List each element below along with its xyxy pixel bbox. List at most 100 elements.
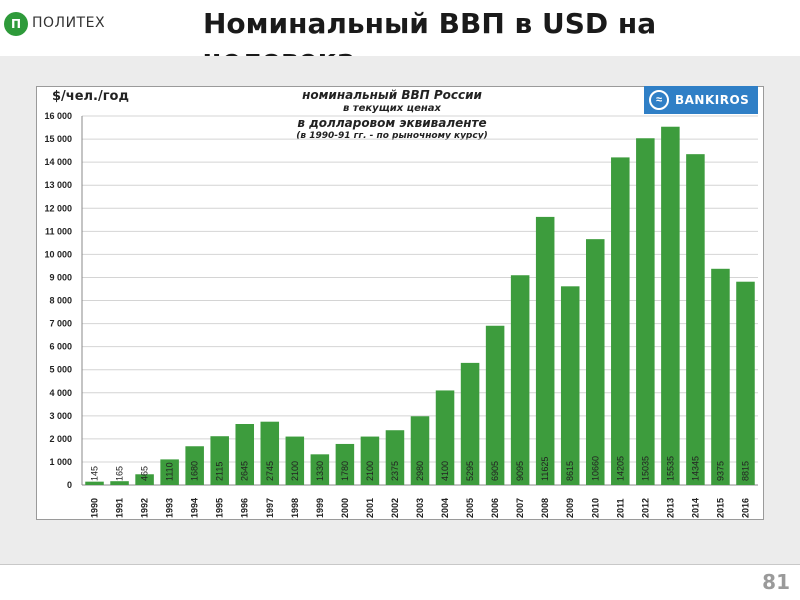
bar-value-label: 1330	[315, 461, 325, 481]
bar-value-label: 2980	[415, 461, 425, 481]
x-tick-label: 1997	[265, 498, 275, 518]
bar-value-label: 10660	[590, 456, 600, 481]
bar-value-label: 11625	[540, 457, 550, 481]
x-tick-label: 2000	[340, 498, 350, 518]
x-tick-label: 2010	[590, 498, 600, 518]
y-tick-label: 14 000	[44, 157, 72, 167]
footer-divider	[0, 564, 800, 565]
bar-2013	[661, 126, 680, 485]
wave-logo-icon: ≈	[649, 90, 669, 110]
bar-2004	[435, 390, 455, 485]
bar-2014	[686, 154, 705, 485]
y-tick-label: 7 000	[49, 319, 72, 329]
y-tick-label: 9 000	[49, 272, 72, 282]
y-tick-label: 12 000	[44, 203, 72, 213]
bar-2008	[535, 216, 555, 485]
x-tick-label: 1999	[315, 498, 325, 518]
bar-value-label: 15535	[665, 456, 675, 481]
bar-2016	[736, 281, 755, 485]
x-tick-label: 1994	[190, 498, 200, 518]
x-tick-label: 1998	[290, 498, 300, 518]
chart-title-line-3: в долларовом эквиваленте	[297, 115, 487, 130]
chart-title-line-2: в текущих ценах	[343, 103, 441, 114]
y-tick-label: 3 000	[49, 411, 72, 421]
bar-value-label: 14205	[615, 456, 625, 481]
bar-value-label: 5295	[465, 461, 475, 481]
bar-1991	[110, 481, 129, 485]
x-tick-label: 2006	[490, 498, 500, 518]
x-tick-label: 2008	[540, 498, 550, 518]
x-tick-label: 2013	[665, 498, 675, 518]
y-tick-label: 0	[67, 480, 72, 490]
bar-value-label: 1780	[340, 461, 350, 481]
bar-2011	[611, 157, 630, 485]
x-tick-label: 2002	[390, 498, 400, 518]
bar-value-label: 1680	[190, 461, 200, 481]
chart-title-line-4: (в 1990-91 гг. - по рыночному курсу)	[296, 130, 488, 141]
bar-2002	[385, 430, 405, 485]
chart-title-line-1: номинальный ВВП России	[302, 88, 482, 102]
bar-1994	[185, 446, 204, 485]
bar-2012	[636, 138, 655, 485]
bar-1998	[285, 436, 305, 485]
bar-value-label: 2100	[365, 461, 375, 481]
bar-value-label: 465	[140, 466, 150, 481]
y-tick-label: 8 000	[49, 296, 72, 306]
x-tick-label: 2007	[515, 498, 525, 518]
x-tick-label: 1992	[140, 498, 150, 518]
bar-value-label: 14345	[690, 456, 700, 481]
bar-1999	[310, 454, 330, 485]
bar-value-label: 6905	[490, 461, 500, 481]
y-tick-label: 1 000	[49, 457, 72, 467]
bar-value-label: 2745	[265, 461, 275, 481]
x-tick-label: 2004	[440, 498, 450, 518]
y-tick-label: 4 000	[49, 388, 72, 398]
x-tick-label: 2016	[740, 498, 750, 518]
bar-2000	[335, 443, 355, 485]
x-tick-label: 2014	[690, 498, 700, 518]
bar-2001	[360, 436, 380, 485]
bar-value-label: 2100	[290, 461, 300, 481]
bar-2005	[460, 362, 480, 485]
y-tick-label: 10 000	[44, 249, 72, 259]
y-tick-label: 13 000	[44, 180, 72, 190]
bar-value-label: 8815	[740, 461, 750, 481]
x-tick-label: 2015	[715, 498, 725, 518]
bar-1993	[160, 459, 179, 485]
bar-value-label: 165	[115, 466, 125, 481]
y-tick-label: 5 000	[49, 365, 72, 375]
page-number: 81	[762, 570, 790, 594]
bar-2009	[560, 286, 580, 485]
bar-1990	[85, 481, 104, 485]
bar-1997	[260, 421, 280, 485]
bar-value-label: 2375	[390, 461, 400, 481]
bar-1996	[235, 423, 255, 485]
x-tick-label: 2003	[415, 498, 425, 518]
y-tick-label: 16 000	[44, 111, 72, 121]
bar-value-label: 9095	[515, 461, 525, 481]
y-tick-label: 11 000	[45, 226, 72, 236]
x-tick-label: 1991	[115, 498, 125, 518]
bankiros-text: BANKIROS	[675, 93, 750, 107]
bar-2015	[711, 268, 730, 485]
chart-title-block: номинальный ВВП России в текущих ценах в…	[282, 88, 502, 142]
y-tick-label: 2 000	[49, 434, 72, 444]
x-tick-label: 1993	[165, 498, 175, 518]
bar-value-label: 1110	[165, 462, 175, 481]
bar-value-label: 4100	[440, 461, 450, 481]
bar-value-label: 8615	[565, 461, 575, 481]
logo-text: ПОЛИТЕХ	[32, 15, 106, 31]
bar-value-label: 2115	[215, 462, 225, 481]
politeh-logo-icon: П	[4, 12, 28, 36]
bar-1995	[210, 436, 229, 485]
bar-2006	[485, 325, 505, 485]
x-tick-label: 2005	[465, 498, 475, 518]
bar-value-label: 15035	[640, 456, 650, 481]
bar-2007	[510, 275, 530, 485]
x-tick-label: 2012	[640, 498, 650, 518]
x-tick-label: 1996	[240, 498, 250, 518]
x-tick-label: 2011	[615, 498, 625, 518]
politeh-logo: П ПОЛИТЕХ	[4, 12, 144, 36]
x-tick-label: 2009	[565, 498, 575, 518]
